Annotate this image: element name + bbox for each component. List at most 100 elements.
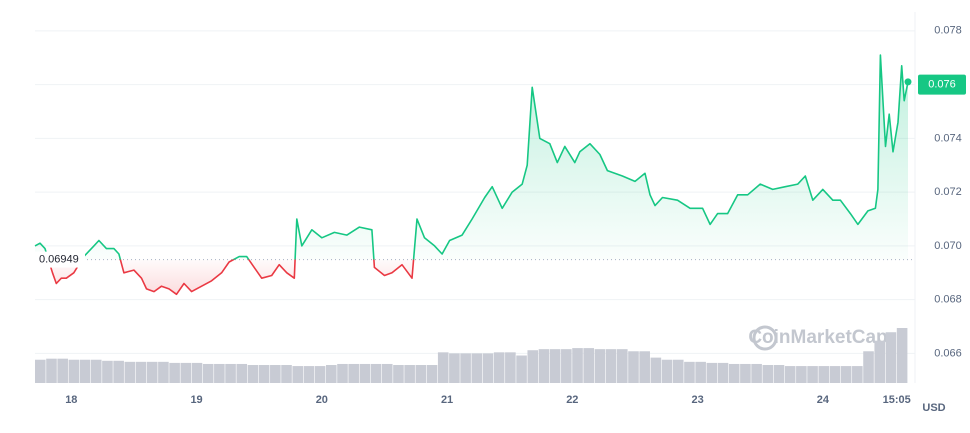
volume-bar bbox=[202, 363, 214, 383]
volume-bar bbox=[314, 366, 326, 383]
volume-bar bbox=[460, 353, 471, 383]
volume-bar bbox=[572, 348, 583, 383]
volume-bar bbox=[124, 361, 136, 383]
volume-bar bbox=[829, 366, 841, 383]
volume-bar bbox=[773, 365, 785, 383]
last-point bbox=[904, 78, 912, 86]
volume-bar bbox=[628, 351, 639, 383]
x-tick-label: 20 bbox=[316, 394, 328, 406]
volume-bar bbox=[874, 340, 886, 383]
volume-bar bbox=[471, 353, 483, 383]
y-tick-label: 0.072 bbox=[934, 186, 962, 198]
volume-bar bbox=[516, 355, 527, 383]
volume-bar bbox=[337, 363, 348, 383]
volume-bar bbox=[896, 328, 908, 383]
volume-bar bbox=[695, 361, 706, 383]
volume-bar bbox=[381, 363, 393, 383]
volume-bar bbox=[796, 366, 807, 383]
price-line bbox=[34, 54, 909, 296]
x-tick-label: 24 bbox=[817, 394, 830, 406]
volume-bar bbox=[583, 348, 595, 383]
volume-bar bbox=[57, 358, 68, 383]
volume-bar bbox=[35, 359, 46, 383]
y-tick-label: 0.068 bbox=[934, 294, 962, 306]
y-tick-label: 0.066 bbox=[934, 347, 962, 359]
volume-bar bbox=[561, 349, 572, 383]
price-area bbox=[35, 55, 908, 295]
volume-bar bbox=[807, 366, 818, 383]
volume-bar bbox=[706, 362, 718, 383]
x-tick-label: 21 bbox=[441, 394, 453, 406]
volume-bar bbox=[393, 365, 404, 383]
volume-bar bbox=[639, 351, 650, 383]
y-axis-label: USD bbox=[922, 402, 945, 414]
price-tag-label: 0.076 bbox=[928, 78, 956, 90]
x-tick-label: 18 bbox=[65, 394, 77, 406]
volume-bar bbox=[225, 363, 236, 383]
volume-bar bbox=[415, 365, 427, 383]
volume-bar bbox=[762, 365, 774, 383]
volume-bar bbox=[784, 366, 796, 383]
volume-bar bbox=[650, 357, 662, 383]
volume-bar bbox=[113, 360, 124, 383]
volume-bar bbox=[348, 363, 359, 383]
volume-bar bbox=[505, 352, 516, 383]
volume-bar bbox=[863, 351, 874, 383]
volume-bar bbox=[684, 361, 695, 383]
x-tick-label: 19 bbox=[190, 394, 202, 406]
volume-bar bbox=[717, 362, 729, 383]
volume-bar bbox=[549, 349, 561, 383]
volume-bar bbox=[169, 362, 180, 383]
volume-bar bbox=[740, 363, 751, 383]
volume-bar bbox=[728, 363, 740, 383]
volume-bar bbox=[247, 365, 259, 383]
volume-bar bbox=[180, 362, 192, 383]
volume-bar bbox=[68, 359, 80, 383]
volume-bar bbox=[605, 349, 617, 383]
volume-bar bbox=[527, 350, 539, 383]
volume-bar bbox=[191, 362, 203, 383]
volume-bar bbox=[437, 352, 449, 383]
volume-bar bbox=[426, 365, 438, 383]
volume-bar bbox=[449, 353, 460, 383]
volume-bar bbox=[661, 359, 673, 383]
y-tick-label: 0.078 bbox=[934, 25, 962, 37]
volume-bar bbox=[135, 361, 147, 383]
volume-bar bbox=[538, 349, 550, 383]
volume-bar bbox=[158, 361, 169, 383]
volume-bar bbox=[404, 365, 415, 383]
x-tick-label: 15:05 bbox=[883, 394, 911, 406]
volume-bar bbox=[102, 360, 113, 383]
volume-bar bbox=[840, 366, 852, 383]
volume-bar bbox=[281, 365, 292, 383]
volume-bar bbox=[79, 359, 91, 383]
volume-bar bbox=[751, 363, 762, 383]
volume-bar bbox=[852, 366, 863, 383]
volume-bar bbox=[359, 363, 371, 383]
volume-bar bbox=[258, 365, 270, 383]
y-tick-label: 0.070 bbox=[934, 240, 962, 252]
x-tick-label: 23 bbox=[691, 394, 703, 406]
volume-bar bbox=[885, 332, 897, 383]
y-tick-label: 0.074 bbox=[934, 132, 962, 144]
x-tick-label: 22 bbox=[566, 394, 578, 406]
reference-label-bg bbox=[35, 251, 85, 268]
volume-bar bbox=[236, 363, 248, 383]
volume-bar bbox=[146, 361, 158, 383]
volume-bar bbox=[672, 359, 684, 383]
volume-bar bbox=[46, 358, 57, 383]
volume-bar bbox=[617, 349, 628, 383]
volume-bar bbox=[270, 365, 281, 383]
volume-bar bbox=[818, 366, 830, 383]
price-tag bbox=[918, 74, 966, 95]
watermark-logo bbox=[752, 325, 778, 351]
watermark: CoinMarketCap bbox=[748, 327, 887, 348]
volume-bar bbox=[303, 366, 315, 383]
volume-bar bbox=[326, 365, 337, 383]
volume-bar bbox=[482, 353, 494, 383]
volume-bar bbox=[90, 359, 102, 383]
volume-bar bbox=[594, 349, 606, 383]
reference-label: 0.06949 bbox=[39, 254, 79, 266]
volume-bar bbox=[493, 352, 505, 383]
